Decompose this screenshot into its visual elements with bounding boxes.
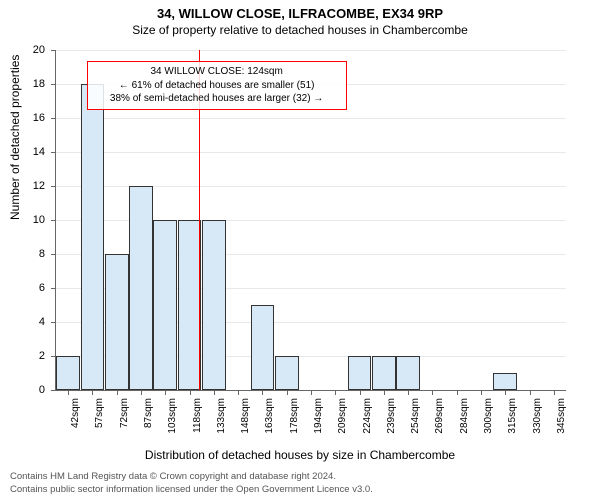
chart-container: 34, WILLOW CLOSE, ILFRACOMBE, EX34 9RP S… bbox=[0, 0, 600, 500]
ytick-label: 0 bbox=[15, 384, 45, 396]
xtick-mark bbox=[287, 390, 288, 395]
ytick-mark bbox=[51, 288, 56, 289]
bar bbox=[129, 186, 153, 390]
xtick-label: 72sqm bbox=[119, 398, 130, 448]
xtick-mark bbox=[554, 390, 555, 395]
ytick-label: 10 bbox=[15, 214, 45, 226]
xtick-label: 103sqm bbox=[167, 398, 178, 448]
bar bbox=[275, 356, 299, 390]
xtick-mark bbox=[481, 390, 482, 395]
ytick-label: 16 bbox=[15, 112, 45, 124]
xtick-mark bbox=[165, 390, 166, 395]
xtick-label: 194sqm bbox=[313, 398, 324, 448]
annotation-line: ← 61% of detached houses are smaller (51… bbox=[94, 79, 340, 93]
xtick-mark bbox=[141, 390, 142, 395]
ytick-mark bbox=[51, 322, 56, 323]
ytick-mark bbox=[51, 152, 56, 153]
xtick-mark bbox=[408, 390, 409, 395]
ytick-mark bbox=[51, 84, 56, 85]
xtick-label: 118sqm bbox=[192, 398, 203, 448]
ytick-mark bbox=[51, 50, 56, 51]
bar bbox=[396, 356, 420, 390]
xtick-mark bbox=[214, 390, 215, 395]
footer-attribution: Contains HM Land Registry data © Crown c… bbox=[10, 471, 373, 496]
xtick-label: 209sqm bbox=[337, 398, 348, 448]
xtick-mark bbox=[92, 390, 93, 395]
bar bbox=[251, 305, 275, 390]
ytick-label: 18 bbox=[15, 78, 45, 90]
gridline bbox=[56, 152, 566, 153]
xtick-mark bbox=[335, 390, 336, 395]
xtick-mark bbox=[432, 390, 433, 395]
bar bbox=[493, 373, 517, 390]
footer-line1: Contains HM Land Registry data © Crown c… bbox=[10, 471, 373, 483]
bar bbox=[372, 356, 396, 390]
bar bbox=[56, 356, 80, 390]
gridline bbox=[56, 118, 566, 119]
xtick-label: 239sqm bbox=[386, 398, 397, 448]
plot-region: 34 WILLOW CLOSE: 124sqm← 61% of detached… bbox=[55, 50, 566, 391]
xtick-mark bbox=[530, 390, 531, 395]
xtick-label: 269sqm bbox=[434, 398, 445, 448]
xtick-label: 284sqm bbox=[459, 398, 470, 448]
xtick-label: 42sqm bbox=[70, 398, 81, 448]
ytick-mark bbox=[51, 254, 56, 255]
xtick-label: 224sqm bbox=[362, 398, 373, 448]
xtick-mark bbox=[262, 390, 263, 395]
ytick-mark bbox=[51, 390, 56, 391]
xtick-label: 163sqm bbox=[264, 398, 275, 448]
xtick-label: 300sqm bbox=[483, 398, 494, 448]
annotation-line: 38% of semi-detached houses are larger (… bbox=[94, 92, 340, 106]
bar bbox=[348, 356, 372, 390]
ytick-label: 2 bbox=[15, 350, 45, 362]
bar bbox=[81, 84, 105, 390]
ytick-label: 4 bbox=[15, 316, 45, 328]
xtick-mark bbox=[238, 390, 239, 395]
page-title: 34, WILLOW CLOSE, ILFRACOMBE, EX34 9RP bbox=[0, 0, 600, 21]
xtick-label: 315sqm bbox=[507, 398, 518, 448]
ytick-mark bbox=[51, 220, 56, 221]
ytick-label: 12 bbox=[15, 180, 45, 192]
x-axis-label: Distribution of detached houses by size … bbox=[0, 448, 600, 462]
ytick-label: 6 bbox=[15, 282, 45, 294]
ytick-mark bbox=[51, 186, 56, 187]
xtick-mark bbox=[360, 390, 361, 395]
xtick-label: 87sqm bbox=[143, 398, 154, 448]
bar bbox=[153, 220, 177, 390]
page-subtitle: Size of property relative to detached ho… bbox=[0, 21, 600, 37]
chart-area: 34 WILLOW CLOSE: 124sqm← 61% of detached… bbox=[55, 50, 565, 390]
xtick-label: 133sqm bbox=[216, 398, 227, 448]
ytick-label: 8 bbox=[15, 248, 45, 260]
xtick-mark bbox=[68, 390, 69, 395]
xtick-label: 57sqm bbox=[94, 398, 105, 448]
xtick-mark bbox=[457, 390, 458, 395]
xtick-label: 345sqm bbox=[556, 398, 567, 448]
bar bbox=[202, 220, 226, 390]
xtick-label: 178sqm bbox=[289, 398, 300, 448]
xtick-mark bbox=[117, 390, 118, 395]
annotation-box: 34 WILLOW CLOSE: 124sqm← 61% of detached… bbox=[87, 61, 347, 110]
xtick-mark bbox=[384, 390, 385, 395]
xtick-label: 254sqm bbox=[410, 398, 421, 448]
footer-line2: Contains public sector information licen… bbox=[10, 484, 373, 496]
ytick-label: 20 bbox=[15, 44, 45, 56]
gridline bbox=[56, 50, 566, 51]
xtick-label: 148sqm bbox=[240, 398, 251, 448]
bar bbox=[105, 254, 129, 390]
xtick-mark bbox=[505, 390, 506, 395]
bar bbox=[178, 220, 202, 390]
annotation-line: 34 WILLOW CLOSE: 124sqm bbox=[94, 65, 340, 79]
ytick-mark bbox=[51, 118, 56, 119]
ytick-label: 14 bbox=[15, 146, 45, 158]
xtick-mark bbox=[190, 390, 191, 395]
xtick-label: 330sqm bbox=[532, 398, 543, 448]
xtick-mark bbox=[311, 390, 312, 395]
